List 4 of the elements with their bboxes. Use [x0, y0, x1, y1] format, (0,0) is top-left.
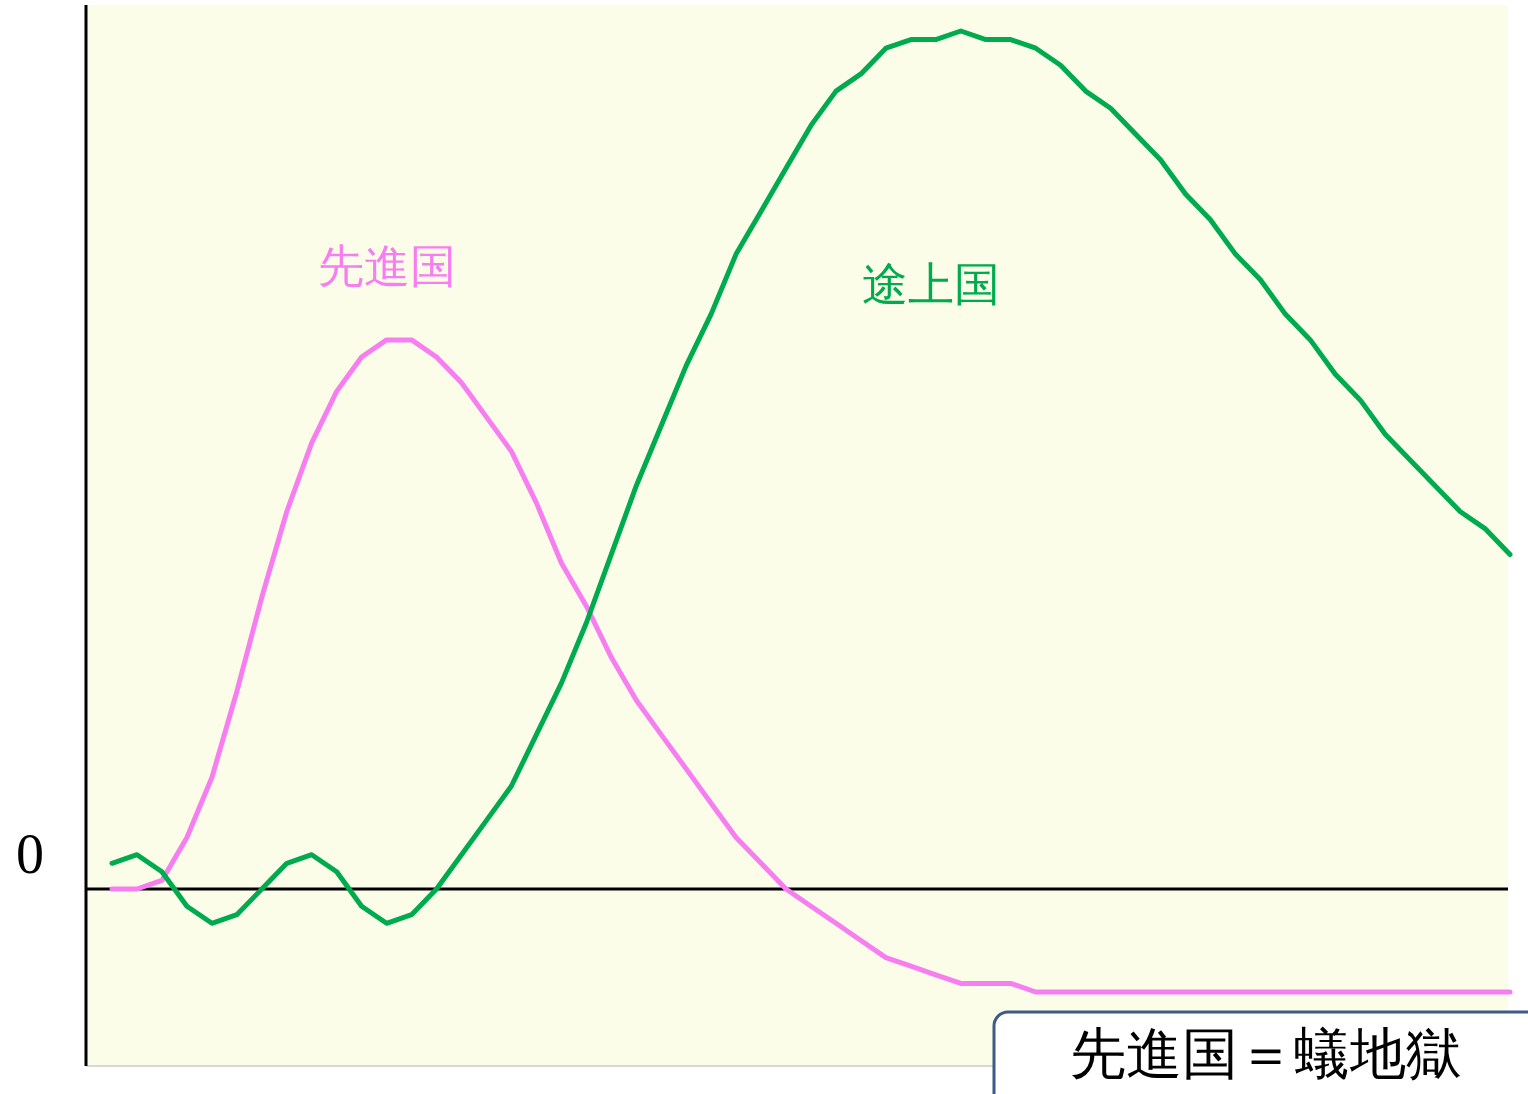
text: 0 — [16, 822, 44, 885]
text: 先進国＝蟻地獄 — [1070, 1021, 1462, 1087]
text: 途上国 — [861, 256, 1000, 311]
series-label: 先進国 — [317, 239, 456, 294]
